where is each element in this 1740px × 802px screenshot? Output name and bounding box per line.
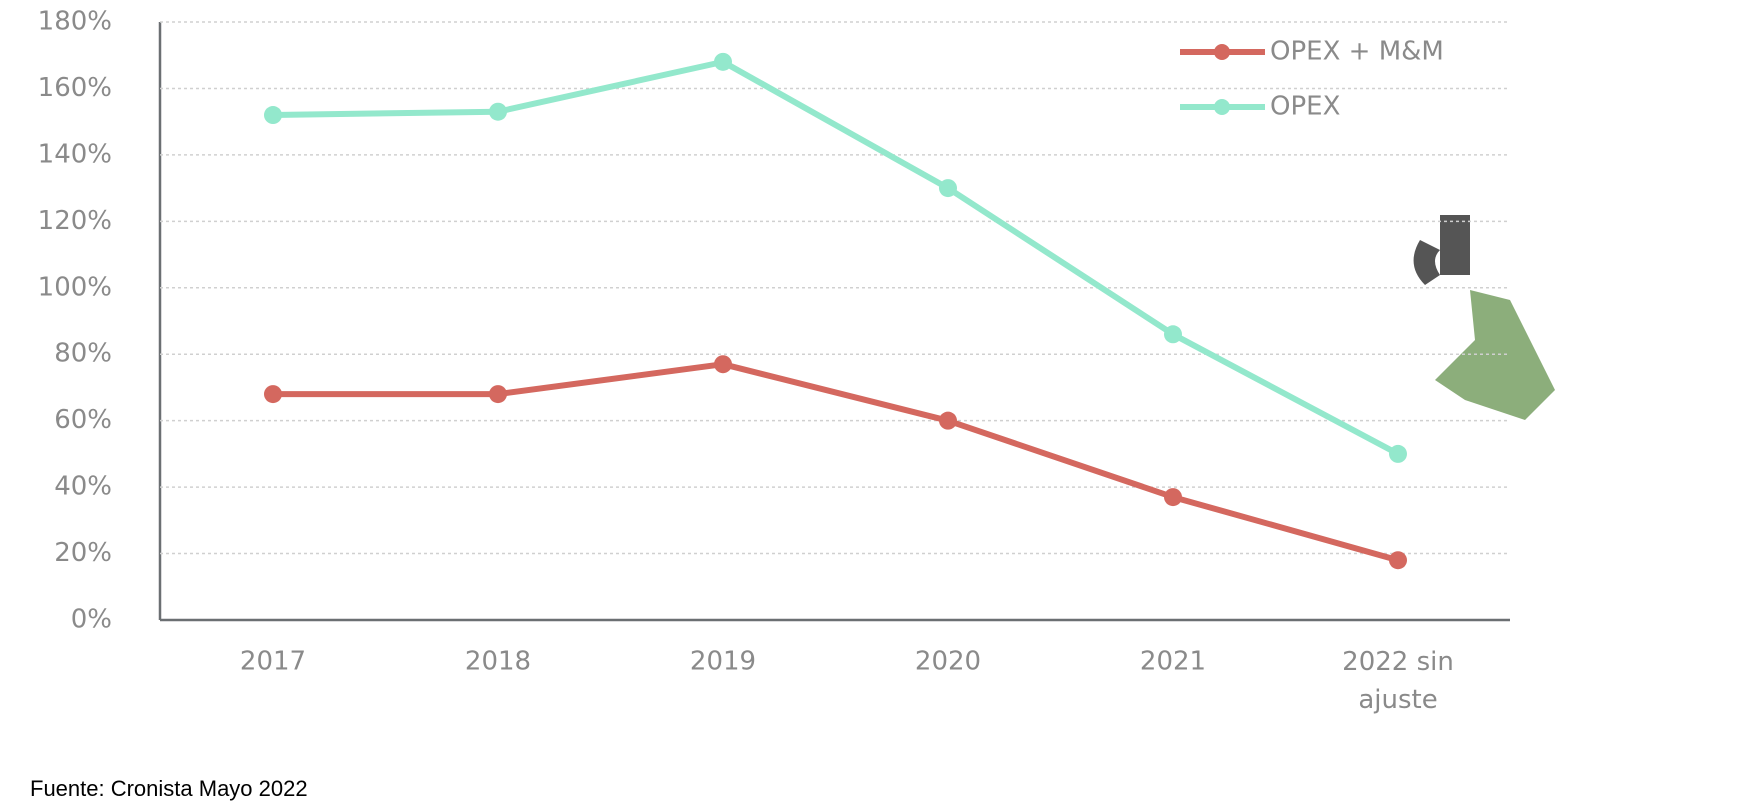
y-tick-label: 180% [38, 7, 112, 37]
data-point [1164, 325, 1182, 344]
faucet-decoration [1413, 215, 1555, 420]
data-point [714, 52, 732, 71]
y-tick-label: 120% [38, 206, 112, 236]
x-tick-line: ajuste [1358, 685, 1437, 715]
series-line [272, 58, 1400, 457]
legend-label: OPEX + M&M [1270, 37, 1444, 67]
data-point [1389, 551, 1407, 570]
series-line [273, 361, 1399, 564]
source-note: Fuente: Cronista Mayo 2022 [30, 776, 308, 801]
data-point [939, 179, 957, 198]
y-tick-label: 100% [38, 272, 112, 302]
x-tick-label: 2022 sin ajuste [1342, 647, 1454, 715]
y-tick-label: 0% [71, 605, 112, 635]
legend-marker [1214, 44, 1230, 60]
x-tick-label: 2017 [240, 647, 306, 677]
y-tick-label: 160% [38, 73, 112, 103]
y-tick-label: 40% [54, 472, 112, 502]
data-point [489, 385, 507, 404]
y-tick-label: 140% [38, 139, 112, 169]
legend-marker [1214, 99, 1230, 115]
y-tick-label: 60% [54, 405, 112, 435]
y-tick-label: 20% [54, 538, 112, 568]
data-point [714, 355, 732, 374]
data-point [264, 106, 282, 125]
x-tick-label: 2019 [690, 647, 756, 677]
legend-label: OPEX [1270, 92, 1340, 122]
x-tick-label: 2021 [1140, 647, 1206, 677]
data-point [1389, 444, 1407, 463]
x-tick-label: 2020 [915, 647, 981, 677]
data-point [489, 102, 507, 121]
data-point [1164, 488, 1182, 507]
x-tick-line: 2022 sin [1342, 647, 1454, 677]
y-tick-label: 80% [54, 339, 112, 369]
data-point [264, 385, 282, 404]
x-tick-label: 2018 [465, 647, 531, 677]
data-point [939, 411, 957, 430]
